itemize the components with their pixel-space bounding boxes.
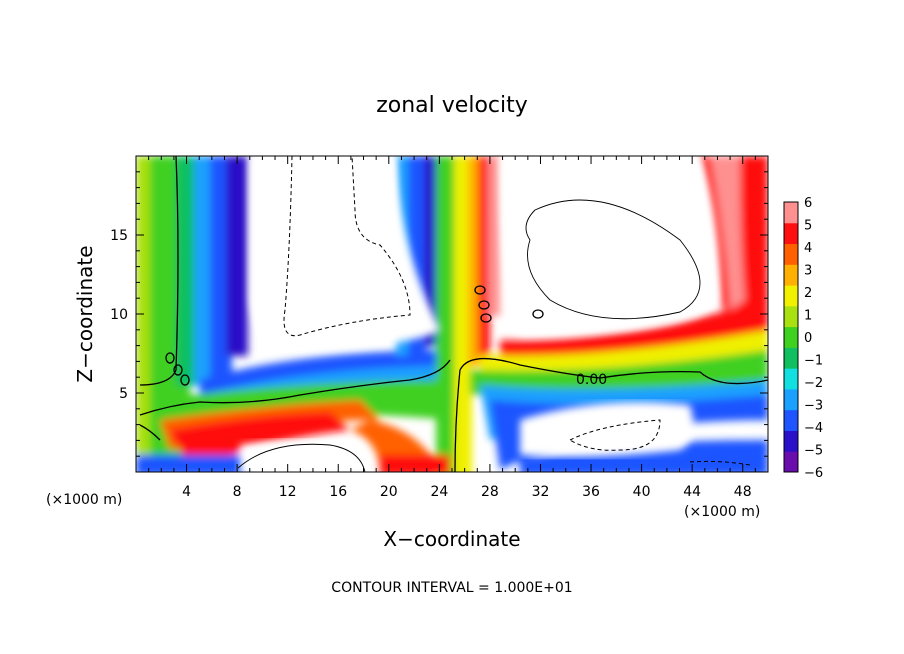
colorbar-swatch: [784, 409, 798, 431]
colorbar-tick-label: 0: [804, 331, 812, 346]
colorbar-swatch: [784, 388, 798, 411]
colorbar-swatch: [784, 202, 798, 224]
z-tick-label: 10: [110, 307, 128, 323]
colorbar-tick-label: 3: [804, 264, 812, 279]
colorbar-tick-label: −4: [804, 421, 823, 436]
colorbar-swatch: [784, 243, 798, 265]
contour-interval-note: CONTOUR INTERVAL = 1.000E+01: [331, 580, 572, 596]
colorbar-swatch: [784, 326, 798, 348]
x-tick-label: 12: [279, 484, 297, 500]
colorbar-tick-label: −3: [804, 399, 823, 414]
x-unit-label-left: (×1000 m): [46, 492, 122, 508]
colorbar-swatch: [784, 264, 798, 286]
colorbar-swatch: [784, 430, 798, 452]
x-tick-label: 8: [233, 484, 242, 500]
colorbar-tick-label: 2: [804, 286, 812, 301]
x-axis-label: X−coordinate: [383, 527, 520, 551]
colorbar-swatch: [784, 347, 798, 369]
colorbar-frame: [783, 201, 799, 473]
x-axis: 4 8 12 16 20 24 28 32 36 40 44 48: [148, 156, 756, 500]
x-tick-label: 48: [734, 484, 752, 500]
colorbar-tick-label: −1: [804, 354, 823, 369]
colorbar-tick-label: −6: [804, 466, 823, 481]
heatmap-field: 0.00: [136, 156, 768, 472]
colorbar-tick-label: 6: [804, 196, 812, 211]
z-tick-label: 5: [119, 386, 128, 402]
colorbar-swatch: [784, 222, 798, 245]
x-tick-label: 44: [683, 484, 701, 500]
x-tick-label: 28: [481, 484, 499, 500]
colorbar: 6 5 4 3 2 1 0 −1 −2 −3 −4 −5 −6: [783, 196, 823, 481]
colorbar-swatch: [784, 305, 798, 328]
x-tick-label: 40: [633, 484, 651, 500]
colorbar-tick-label: 1: [804, 309, 812, 324]
colorbar-swatch: [784, 285, 798, 307]
x-tick-label: 20: [380, 484, 398, 500]
x-tick-label: 24: [430, 484, 448, 500]
z-axis: 5 10 15: [110, 171, 768, 457]
x-tick-label: 4: [182, 484, 191, 500]
colorbar-tick-label: −2: [804, 376, 823, 391]
chart-title: zonal velocity: [376, 93, 528, 118]
x-tick-label: 32: [532, 484, 550, 500]
z-tick-label: 15: [110, 228, 128, 244]
x-tick-label: 36: [582, 484, 600, 500]
colorbar-tick-label: 5: [804, 219, 812, 234]
z-axis-label: Z−coordinate: [73, 245, 97, 382]
x-unit-label-right: (×1000 m): [684, 504, 760, 520]
colorbar-tick-label: 4: [804, 241, 812, 256]
colorbar-swatch: [784, 451, 798, 473]
contour-label: 0.00: [576, 372, 607, 388]
colorbar-swatch: [784, 368, 798, 390]
x-tick-label: 16: [329, 484, 347, 500]
colorbar-tick-label: −5: [804, 444, 823, 459]
